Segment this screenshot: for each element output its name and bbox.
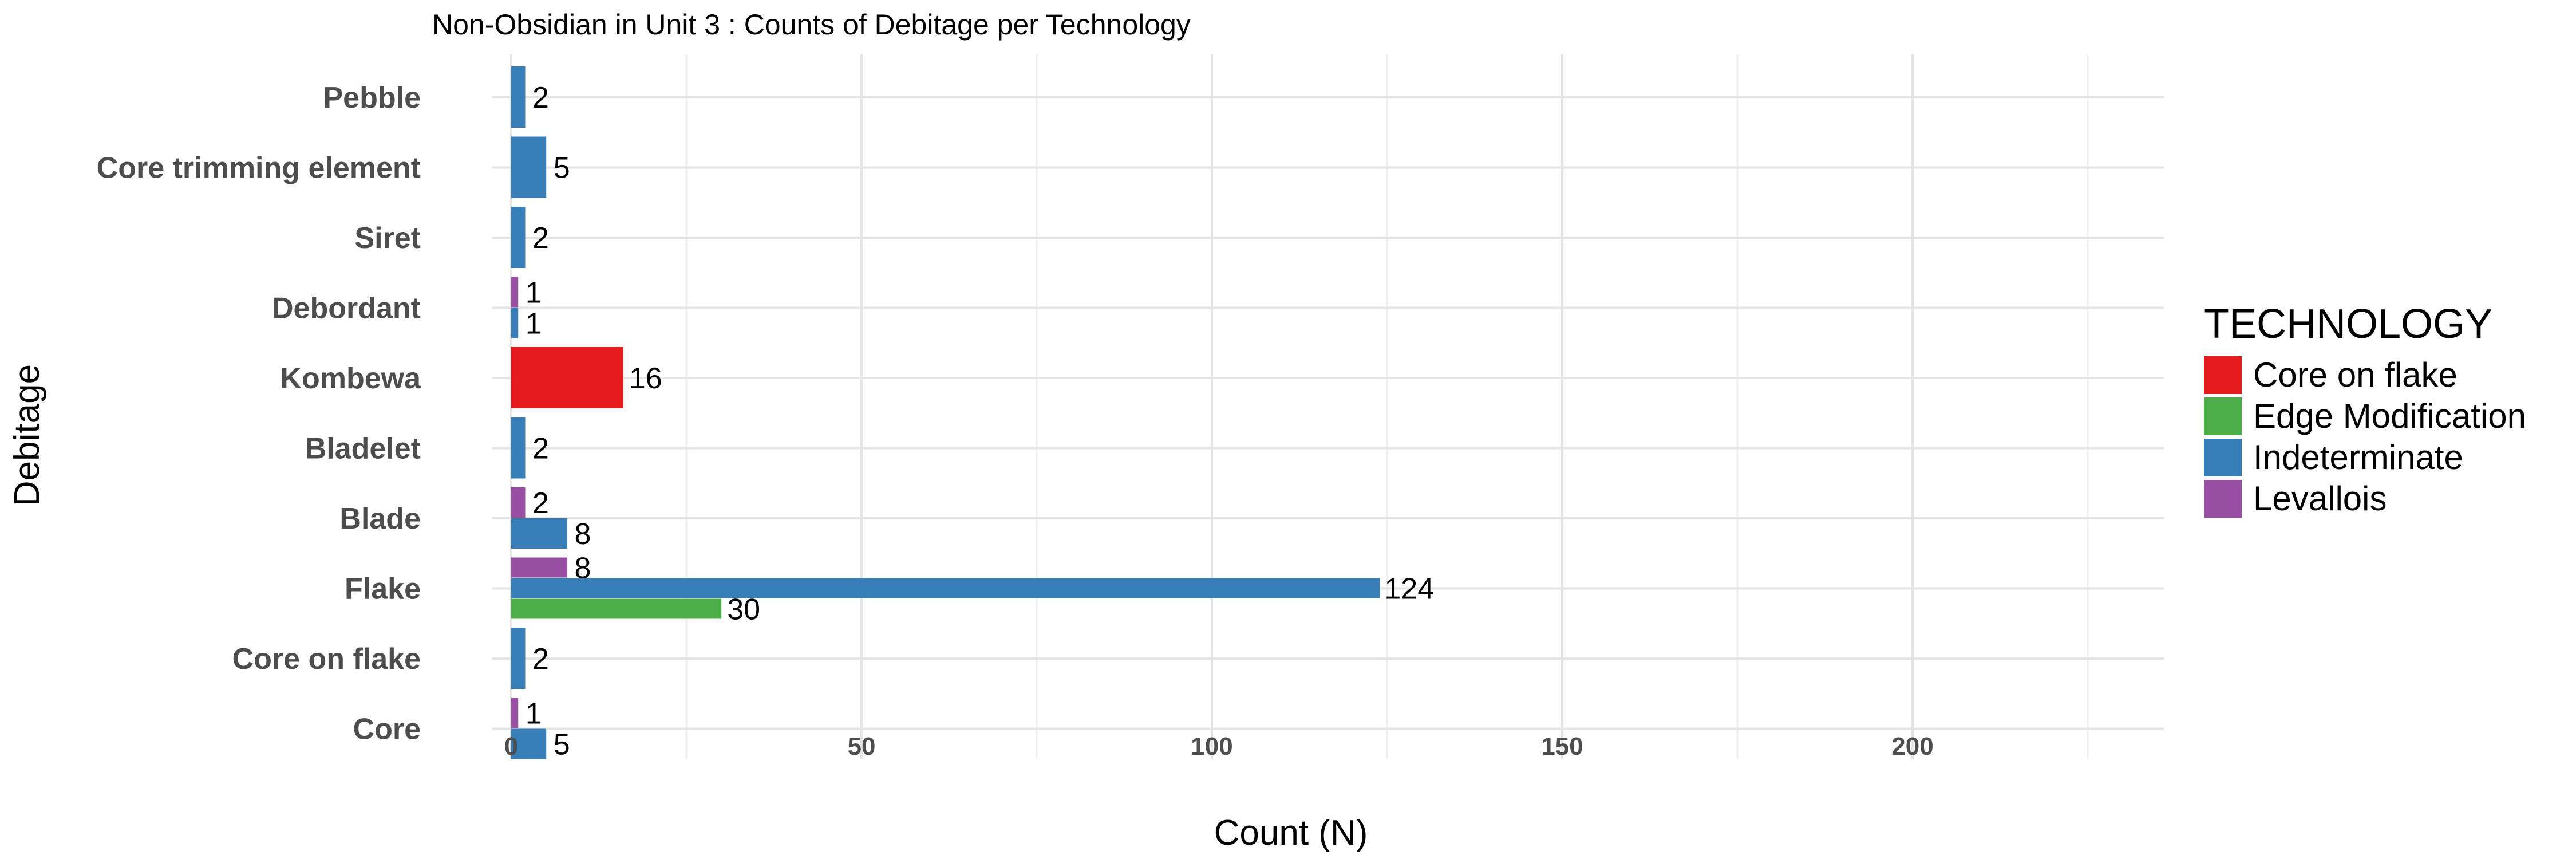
bar (511, 347, 623, 408)
legend-swatch (2204, 397, 2242, 435)
bar (511, 207, 526, 268)
bar (511, 487, 526, 518)
y-tick-label: Blade (339, 502, 421, 535)
bar (511, 698, 519, 728)
data-label: 2 (532, 432, 549, 466)
data-label: 5 (554, 152, 570, 185)
y-tick-label: Kombewa (280, 362, 421, 395)
legend-label: Edge Modification (2253, 397, 2526, 435)
y-tick-label: Core on flake (232, 643, 421, 676)
legend-label: Core on flake (2253, 356, 2458, 394)
x-axis-tick-labels: 0 50 100 150 200 (504, 732, 1934, 761)
y-tick-label: Debordant (272, 292, 421, 325)
legend-swatch (2204, 439, 2242, 476)
legend-label: Levallois (2253, 479, 2387, 518)
data-label: 30 (727, 593, 760, 626)
data-label: 1 (526, 308, 542, 341)
data-label: 2 (532, 81, 549, 115)
y-axis-tick-labels: Pebble Core trimming element Siret Debordan… (97, 81, 421, 746)
data-label: 124 (1384, 573, 1434, 606)
bar (511, 578, 1380, 598)
x-axis-title: Count (N) (1214, 813, 1368, 853)
data-label: 8 (574, 552, 591, 585)
legend-swatch (2204, 480, 2242, 518)
y-tick-label: Pebble (323, 81, 421, 115)
legend-title: TECHNOLOGY (2204, 301, 2492, 347)
data-label: 8 (574, 518, 591, 551)
bar (511, 66, 526, 128)
x-tick-label: 100 (1191, 732, 1232, 761)
y-tick-label: Core trimming element (97, 152, 421, 185)
y-tick-label: Core (353, 713, 421, 746)
x-tick-label: 0 (504, 732, 518, 761)
bars (511, 66, 1380, 759)
bar (511, 136, 547, 198)
y-tick-label: Bladelet (305, 432, 421, 466)
bar (511, 728, 547, 759)
bar (511, 628, 526, 689)
data-label: 2 (532, 487, 549, 520)
y-tick-label: Flake (345, 573, 421, 606)
chart-title: Non-Obsidian in Unit 3 : Counts of Debit… (432, 9, 1191, 41)
bar (511, 308, 519, 338)
legend-swatch (2204, 356, 2242, 394)
x-tick-label: 50 (848, 732, 876, 761)
data-label: 1 (526, 698, 542, 731)
bar (511, 277, 519, 308)
bar (511, 417, 526, 479)
data-label: 1 (526, 277, 542, 310)
bar (511, 598, 722, 619)
data-label: 16 (629, 362, 662, 395)
bar (511, 518, 567, 549)
bar (511, 557, 567, 578)
data-label: 2 (532, 222, 549, 255)
y-tick-label: Siret (354, 222, 421, 255)
data-label: 5 (554, 728, 570, 762)
x-tick-label: 200 (1891, 732, 1933, 761)
legend-label: Indeterminate (2253, 438, 2463, 476)
x-tick-label: 150 (1541, 732, 1583, 761)
grid (492, 54, 2164, 759)
y-axis-title: Debitage (7, 364, 47, 506)
data-label: 2 (532, 643, 549, 676)
